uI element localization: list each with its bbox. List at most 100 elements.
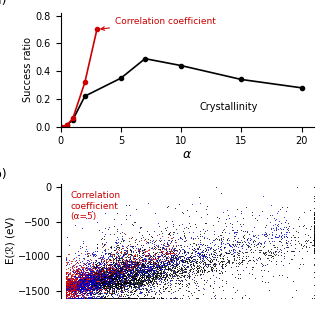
- Point: [86, 282, 92, 287]
- Point: [80, 283, 85, 288]
- Point: [64, 280, 69, 285]
- Point: [97, 271, 102, 276]
- Point: [108, 274, 113, 279]
- Point: [181, 250, 186, 255]
- Point: [84, 295, 89, 300]
- Point: [78, 279, 83, 284]
- Point: [80, 274, 85, 279]
- Point: [186, 257, 191, 262]
- Point: [147, 276, 152, 281]
- Point: [83, 283, 88, 288]
- Point: [144, 264, 149, 269]
- Point: [158, 264, 164, 269]
- Point: [119, 295, 124, 300]
- Point: [70, 284, 75, 289]
- Point: [120, 236, 125, 242]
- Point: [275, 235, 280, 240]
- Point: [70, 266, 75, 271]
- Point: [180, 281, 185, 286]
- Point: [115, 279, 120, 284]
- Point: [69, 278, 74, 283]
- Point: [115, 275, 120, 280]
- Point: [81, 282, 86, 287]
- Point: [80, 295, 85, 300]
- Point: [92, 257, 98, 262]
- Point: [70, 281, 75, 286]
- Point: [87, 274, 92, 279]
- Point: [96, 276, 101, 281]
- Point: [99, 270, 104, 276]
- Point: [196, 253, 202, 258]
- Point: [65, 286, 70, 292]
- Point: [84, 275, 89, 280]
- Point: [63, 295, 68, 300]
- Point: [153, 261, 158, 267]
- Point: [311, 241, 316, 246]
- Point: [124, 245, 129, 251]
- Point: [264, 233, 269, 238]
- Point: [178, 254, 183, 259]
- Point: [121, 248, 126, 253]
- Point: [126, 272, 131, 277]
- Point: [63, 290, 68, 295]
- Point: [69, 274, 74, 279]
- Point: [186, 272, 191, 277]
- Point: [115, 268, 120, 273]
- Point: [82, 286, 87, 292]
- Point: [91, 285, 96, 290]
- Point: [154, 260, 159, 265]
- Point: [68, 295, 73, 300]
- Point: [138, 290, 143, 295]
- Point: [93, 278, 98, 283]
- Point: [125, 257, 130, 262]
- Point: [90, 275, 95, 280]
- Point: [92, 295, 97, 300]
- Point: [93, 275, 98, 280]
- Point: [205, 227, 210, 232]
- Point: [111, 278, 116, 283]
- Point: [136, 283, 141, 288]
- Point: [78, 283, 83, 288]
- Point: [80, 295, 85, 300]
- Point: [119, 285, 124, 290]
- Point: [124, 273, 130, 278]
- Point: [96, 280, 101, 285]
- Point: [66, 295, 71, 300]
- Point: [158, 250, 163, 255]
- Point: [125, 252, 131, 257]
- Point: [72, 284, 77, 289]
- Point: [124, 281, 129, 286]
- Point: [68, 285, 74, 290]
- Point: [144, 268, 149, 273]
- Point: [209, 265, 214, 270]
- Point: [147, 252, 152, 258]
- Point: [142, 292, 147, 297]
- Point: [76, 282, 81, 287]
- Point: [155, 272, 160, 277]
- Point: [121, 252, 126, 257]
- Point: [129, 265, 134, 270]
- Point: [71, 287, 76, 292]
- Point: [67, 287, 72, 292]
- Point: [63, 287, 68, 292]
- Point: [183, 265, 188, 270]
- Point: [101, 285, 106, 291]
- Point: [84, 291, 89, 296]
- Point: [129, 259, 134, 264]
- Point: [77, 273, 82, 278]
- Point: [225, 256, 230, 261]
- Point: [85, 277, 90, 283]
- Point: [85, 264, 91, 269]
- Point: [85, 286, 90, 291]
- Point: [90, 272, 95, 277]
- Point: [92, 252, 97, 257]
- Point: [121, 260, 126, 266]
- Point: [67, 294, 72, 299]
- Point: [133, 249, 139, 254]
- Point: [174, 264, 179, 269]
- Point: [90, 291, 95, 296]
- Point: [63, 260, 68, 265]
- Point: [128, 273, 133, 278]
- Point: [82, 289, 87, 294]
- Point: [65, 285, 70, 290]
